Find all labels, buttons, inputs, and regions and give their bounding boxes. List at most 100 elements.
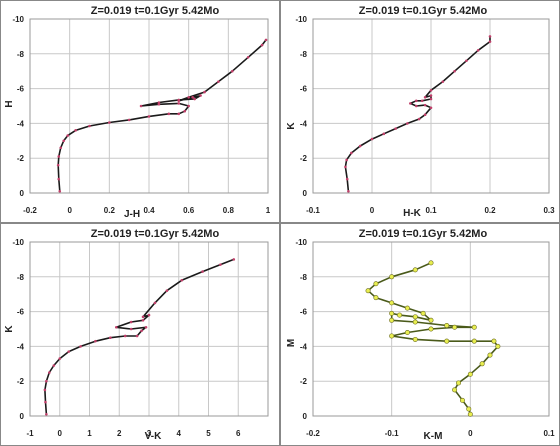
data-point	[183, 109, 186, 113]
data-point	[423, 103, 427, 107]
data-point	[467, 371, 473, 377]
data-point	[358, 144, 362, 148]
x-tick-label: 0.3	[543, 206, 555, 215]
x-tick-label: 1	[87, 429, 92, 438]
data-point	[476, 49, 480, 52]
data-point	[389, 310, 395, 316]
x-tick-label: -1	[26, 429, 34, 438]
x-tick-label: 0	[58, 429, 63, 438]
data-point	[347, 189, 350, 193]
data-point	[45, 412, 48, 416]
data-point	[404, 305, 410, 311]
data-point	[129, 327, 133, 331]
x-tick-label: 0.2	[484, 206, 496, 215]
data-point	[420, 99, 424, 103]
x-tick-label: -0.1	[306, 206, 320, 215]
series-line	[367, 262, 499, 415]
data-point	[79, 345, 82, 348]
data-point	[147, 313, 151, 317]
plot-area-frame	[280, 223, 560, 446]
data-point	[139, 104, 143, 108]
data-point	[350, 151, 353, 155]
data-point	[412, 314, 418, 320]
data-point	[488, 35, 492, 38]
data-point	[428, 317, 434, 323]
data-point	[199, 94, 202, 97]
data-point	[406, 122, 409, 125]
x-tick-label: 0.2	[104, 206, 116, 215]
data-point	[495, 343, 501, 349]
chart-title: Z=0.019 t=0.1Gyr 5.42Mo	[91, 5, 220, 17]
y-tick-label: -4	[17, 119, 25, 128]
data-point	[180, 278, 184, 282]
y-tick-label: -2	[17, 377, 25, 386]
data-point	[429, 89, 433, 92]
chart-title: Z=0.019 t=0.1Gyr 5.42Mo	[359, 5, 488, 17]
data-point	[423, 96, 427, 99]
data-point	[74, 129, 77, 132]
x-tick-label: 0	[370, 206, 375, 215]
x-tick-label: 0.1	[543, 429, 555, 438]
data-point	[58, 357, 62, 360]
data-point	[187, 104, 190, 108]
y-tick-label: 0	[20, 412, 25, 421]
data-point	[428, 326, 434, 332]
x-tick-label: 0.1	[425, 206, 437, 215]
data-point	[466, 406, 472, 412]
data-point	[108, 121, 111, 124]
x-tick-label: 3	[147, 429, 152, 438]
y-tick-label: -10	[295, 238, 307, 247]
data-point	[394, 127, 397, 130]
data-point	[67, 350, 70, 353]
data-point	[452, 324, 458, 330]
y-tick-label: -2	[300, 377, 308, 386]
data-point	[365, 288, 371, 294]
chart-panel-km-m: Z=0.019 t=0.1Gyr 5.42Mo M K-M -0.2 -0.1 0 0…	[280, 223, 560, 446]
data-point	[345, 158, 348, 162]
data-point	[487, 352, 493, 358]
data-point	[135, 334, 139, 338]
chart-title: Z=0.019 t=0.1Gyr 5.42Mo	[359, 228, 488, 240]
y-tick-label: -8	[300, 50, 308, 59]
data-point	[44, 400, 47, 404]
chart-panel-vk-k: Z=0.019 t=0.1Gyr 5.42Mo K V-K -1 0 1 2 3 4 5 60…	[0, 223, 280, 446]
x-axis-label: V-K	[145, 431, 162, 442]
data-point	[465, 59, 468, 63]
data-point	[370, 137, 374, 141]
data-point	[177, 102, 181, 105]
y-axis-label: M	[286, 339, 297, 347]
data-point	[203, 90, 206, 94]
data-point	[217, 80, 220, 83]
chart-panel-hk-k: Z=0.019 t=0.1Gyr 5.42Mo K H-K -0.1 0 0.1 0.…	[280, 0, 560, 223]
plot-area-frame	[0, 223, 280, 446]
data-point	[404, 329, 410, 335]
data-point	[429, 97, 433, 101]
data-point	[488, 40, 492, 43]
y-tick-label: -6	[300, 308, 308, 317]
data-point	[452, 387, 458, 393]
y-tick-label: -4	[300, 342, 308, 351]
data-point	[191, 96, 194, 99]
data-point	[444, 323, 450, 329]
chart-panel-jh-h: Z=0.019 t=0.1Gyr 5.42Mo H J-H -0.2 0 0.2 0.…	[0, 0, 280, 223]
data-point	[389, 333, 395, 339]
x-tick-label: 1	[266, 206, 271, 215]
data-point	[94, 339, 97, 343]
data-point	[109, 336, 112, 340]
data-point	[414, 99, 418, 103]
data-point	[373, 295, 379, 301]
y-tick-label: -8	[17, 50, 25, 59]
data-point	[389, 317, 395, 323]
x-tick-label: 0	[468, 429, 473, 438]
y-tick-label: -10	[12, 15, 24, 24]
y-tick-label: -4	[300, 119, 308, 128]
plot-border	[312, 241, 550, 417]
data-point	[467, 411, 473, 417]
data-point	[459, 397, 465, 403]
y-tick-label: -2	[300, 154, 308, 163]
data-point	[127, 118, 131, 122]
x-tick-label: 4	[177, 429, 182, 438]
data-point	[412, 267, 418, 273]
y-axis-label: K	[286, 122, 297, 130]
chart-title: Z=0.019 t=0.1Gyr 5.42Mo	[91, 228, 220, 240]
